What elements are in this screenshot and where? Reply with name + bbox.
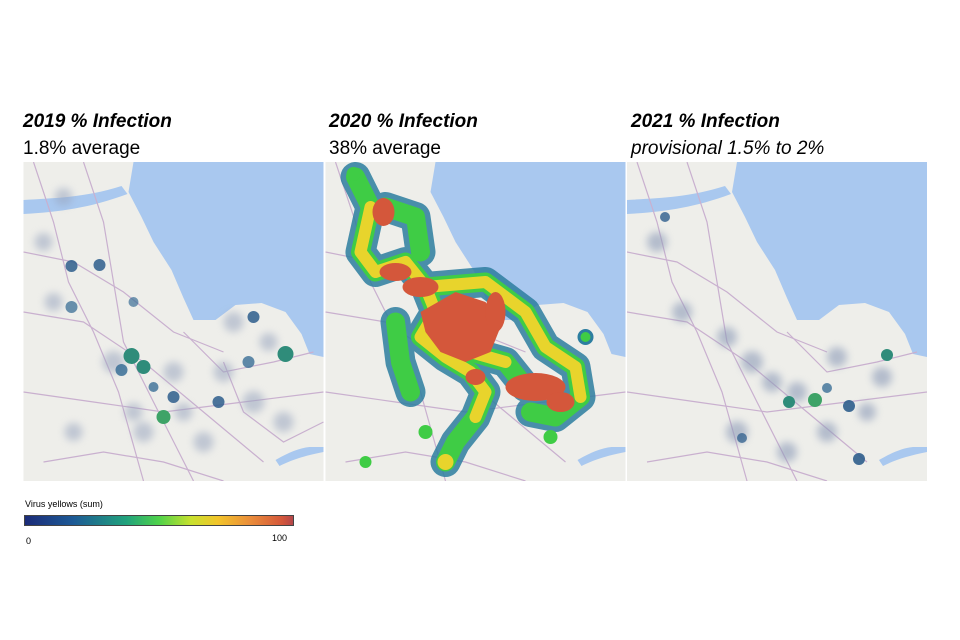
legend-title: Virus yellows (sum)	[25, 499, 103, 509]
map-2021-svg	[627, 162, 927, 481]
map-2020-svg	[325, 162, 626, 481]
heatmap-2021	[627, 162, 927, 481]
river	[275, 447, 324, 466]
panel-2020-subtitle: 38% average	[329, 138, 441, 159]
map-2019-svg	[23, 162, 324, 481]
faint-hotspots	[647, 232, 892, 462]
heat-layer-red	[372, 198, 575, 412]
heatmap-2020	[325, 162, 626, 481]
heatmap-2019	[23, 162, 324, 481]
estuary	[627, 186, 731, 214]
panel-2019-subtitle: 1.8% average	[23, 138, 141, 159]
faint-hotspots	[34, 188, 294, 452]
river	[577, 447, 626, 466]
legend-max-label: 100	[272, 533, 288, 543]
panel-2019-title: 2019 % Infection	[23, 111, 172, 132]
river	[879, 447, 927, 466]
panel-2021-subtitle: provisional 1.5% to 2%	[631, 138, 825, 159]
legend-min-label: 0	[26, 536, 32, 546]
color-legend: Virus yellows (sum) 0 100	[22, 498, 294, 548]
panel-2020-title: 2020 % Infection	[329, 111, 478, 132]
sea	[128, 162, 324, 357]
heat-layer-spots	[346, 167, 594, 470]
infection-hotspots	[660, 212, 893, 465]
sea	[732, 162, 927, 357]
sea	[430, 162, 626, 357]
infection-hotspots	[65, 259, 294, 424]
legend-gradient-bar	[24, 515, 294, 526]
panel-2021-title: 2021 % Infection	[631, 111, 780, 132]
estuary	[23, 186, 128, 214]
